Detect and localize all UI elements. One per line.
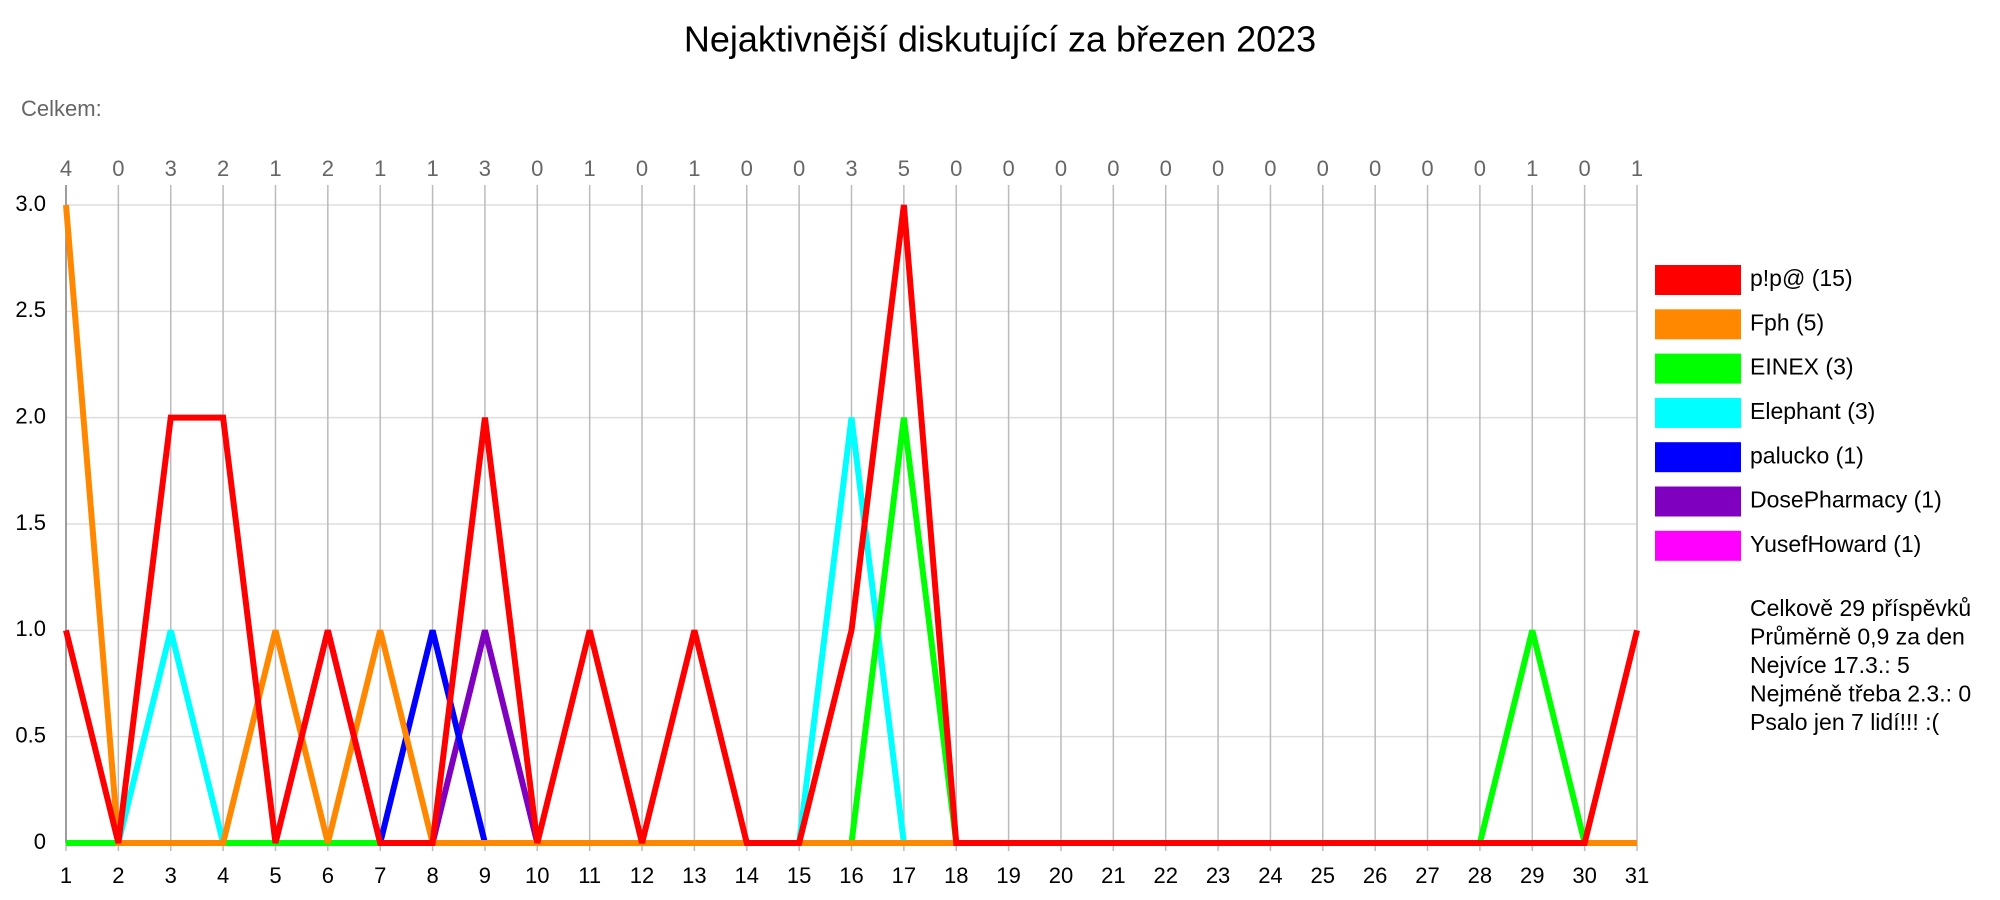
annotation: Průměrně 0,9 za den [1750,624,1965,650]
legend-label: Fph (5) [1750,309,1824,335]
x-tick-label: 3 [165,863,177,888]
x-tick-label: 21 [1101,863,1125,888]
total-label: 0 [1002,156,1014,181]
x-tick-label: 24 [1258,863,1282,888]
annotation: Celkově 29 příspěvků [1750,595,1971,621]
subtitle: Celkem: [21,96,102,121]
x-tick-label: 31 [1625,863,1649,888]
total-label: 0 [1317,156,1329,181]
x-tick-label: 22 [1153,863,1177,888]
y-tick-label: 2.0 [15,403,46,428]
x-tick-label: 9 [479,863,491,888]
total-label: 1 [584,156,596,181]
total-label: 3 [479,156,491,181]
y-tick-label: 2.5 [15,297,46,322]
total-label: 0 [636,156,648,181]
x-tick-label: 13 [682,863,706,888]
legend-swatch [1655,442,1741,473]
total-label: 0 [1421,156,1433,181]
legend-label: YusefHoward (1) [1750,531,1921,557]
legend-label: p!p@ (15) [1750,265,1853,291]
series-line [429,629,541,844]
total-label: 0 [1264,156,1276,181]
x-tick-label: 20 [1049,863,1073,888]
series-line [377,629,488,844]
total-label: 0 [112,156,124,181]
total-label: 0 [950,156,962,181]
x-tick-label: 26 [1363,863,1387,888]
x-tick-label: 15 [787,863,811,888]
x-tick-label: 19 [996,863,1020,888]
annotation: Psalo jen 7 lidí!!! :( [1750,709,1940,735]
x-tick-label: 23 [1206,863,1230,888]
x-tick-label: 4 [217,863,229,888]
total-label: 0 [1369,156,1381,181]
total-label: 0 [1055,156,1067,181]
total-label: 3 [845,156,857,181]
x-tick-label: 8 [426,863,438,888]
legend-swatch [1655,265,1741,295]
total-label: 0 [1474,156,1486,181]
annotation: Nejméně třeba 2.3.: 0 [1750,681,1971,707]
x-tick-label: 25 [1311,863,1335,888]
legend-label: palucko (1) [1750,442,1864,468]
annotation: Nejvíce 17.3.: 5 [1750,652,1910,678]
total-label: 1 [426,156,438,181]
y-tick-label: 0.5 [15,722,46,747]
total-label: 4 [60,156,72,181]
total-label: 1 [688,156,700,181]
y-tick-label: 3.0 [15,191,46,216]
total-label: 3 [165,156,177,181]
legend-label: EINEX (3) [1750,354,1854,380]
x-tick-label: 17 [892,863,916,888]
total-label: 2 [217,156,229,181]
legend-swatch [1655,486,1741,517]
x-tick-label: 6 [322,863,334,888]
total-label: 0 [1579,156,1591,181]
total-label: 1 [374,156,386,181]
total-label: 1 [1631,156,1643,181]
total-label: 0 [1160,156,1172,181]
y-tick-label: 1.5 [15,510,46,535]
total-label: 2 [322,156,334,181]
legend-swatch [1655,397,1741,428]
x-tick-label: 27 [1415,863,1439,888]
x-tick-label: 30 [1572,863,1596,888]
x-tick-label: 12 [630,863,654,888]
total-label: 0 [793,156,805,181]
x-tick-label: 1 [60,863,72,888]
total-label: 1 [1526,156,1538,181]
total-label: 0 [1107,156,1119,181]
x-tick-label: 5 [269,863,281,888]
x-tick-label: 7 [374,863,386,888]
x-tick-label: 18 [944,863,968,888]
legend-label: Elephant (3) [1750,398,1875,424]
x-tick-label: 2 [112,863,124,888]
legend-swatch [1655,309,1741,340]
total-label: 5 [898,156,910,181]
chart-title: Nejaktivnější diskutující za březen 2023 [684,19,1316,60]
y-tick-label: 0 [34,829,46,854]
legend-swatch [1655,530,1741,561]
x-tick-label: 10 [525,863,549,888]
x-tick-label: 11 [578,863,601,888]
total-label: 1 [269,156,281,181]
series-line [63,204,1640,846]
legend-label: DosePharmacy (1) [1750,487,1942,513]
x-tick-label: 29 [1520,863,1544,888]
total-label: 0 [741,156,753,181]
total-label: 0 [1212,156,1224,181]
x-tick-label: 14 [735,863,759,888]
x-tick-label: 28 [1468,863,1492,888]
x-tick-label: 16 [839,863,863,888]
legend-swatch [1655,353,1741,384]
total-label: 0 [531,156,543,181]
y-tick-label: 1.0 [15,616,46,641]
